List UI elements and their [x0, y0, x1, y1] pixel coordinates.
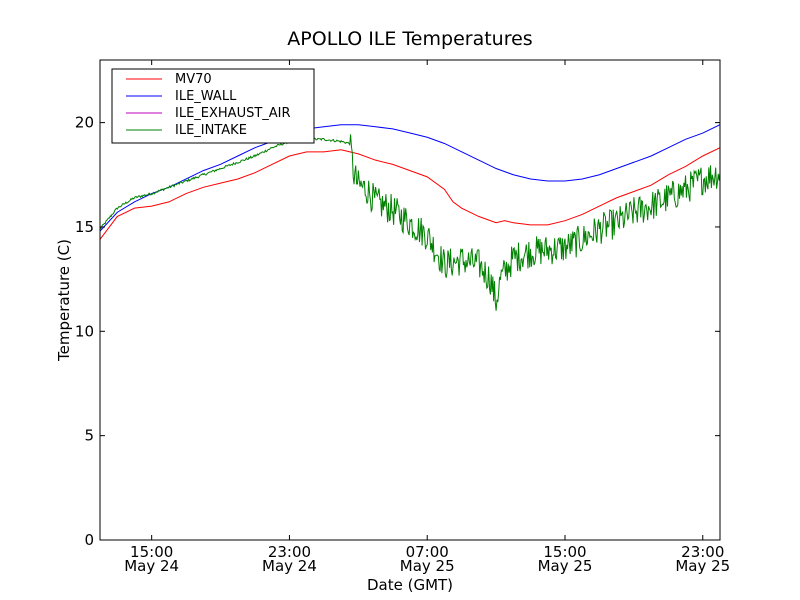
x-tick-label-date: May 24 — [262, 557, 317, 575]
y-tick-label: 15 — [75, 218, 94, 236]
legend-item: ILE_EXHAUST_AIR — [126, 106, 291, 121]
plot-frame — [99, 59, 721, 541]
x-tick-label-date: May 24 — [124, 557, 179, 575]
y-tick-label: 5 — [84, 427, 94, 445]
legend-label: ILE_WALL — [175, 89, 237, 104]
legend-item: ILE_INTAKE — [126, 123, 247, 138]
legend-item: ILE_WALL — [126, 89, 237, 104]
x-tick-label-time: 07:00 — [406, 543, 449, 561]
series-line-mv70 — [99, 147, 721, 240]
x-tick-label-date: May 25 — [400, 557, 455, 575]
y-tick-label: 20 — [75, 114, 94, 132]
legend-label: ILE_EXHAUST_AIR — [175, 106, 291, 121]
chart-title: APOLLO ILE Temperatures — [287, 28, 532, 50]
series-layer — [99, 124, 721, 311]
series-line-ile-intake — [99, 134, 721, 311]
series-line-ile-wall — [99, 124, 721, 232]
legend: MV70 ILE_WALL ILE_EXHAUST_AIR ILE_INTAKE — [111, 68, 315, 144]
x-tick-label-time: 15:00 — [130, 543, 173, 561]
x-tick-label-date: May 25 — [675, 557, 730, 575]
legend-box — [111, 68, 315, 144]
x-axis-label: Date (GMT) — [367, 576, 453, 594]
x-tick-label-time: 15:00 — [543, 543, 586, 561]
legend-label: ILE_INTAKE — [175, 123, 247, 138]
y-tick-label: 0 — [84, 531, 94, 549]
x-tick-label-date: May 25 — [538, 557, 593, 575]
y-tick-label: 10 — [75, 322, 94, 340]
legend-label: MV70 — [175, 72, 212, 87]
x-tick-label-time: 23:00 — [681, 543, 724, 561]
y-axis-label: Temperature (C) — [55, 239, 73, 362]
x-tick-label-time: 23:00 — [268, 543, 311, 561]
legend-item: MV70 — [126, 72, 212, 87]
